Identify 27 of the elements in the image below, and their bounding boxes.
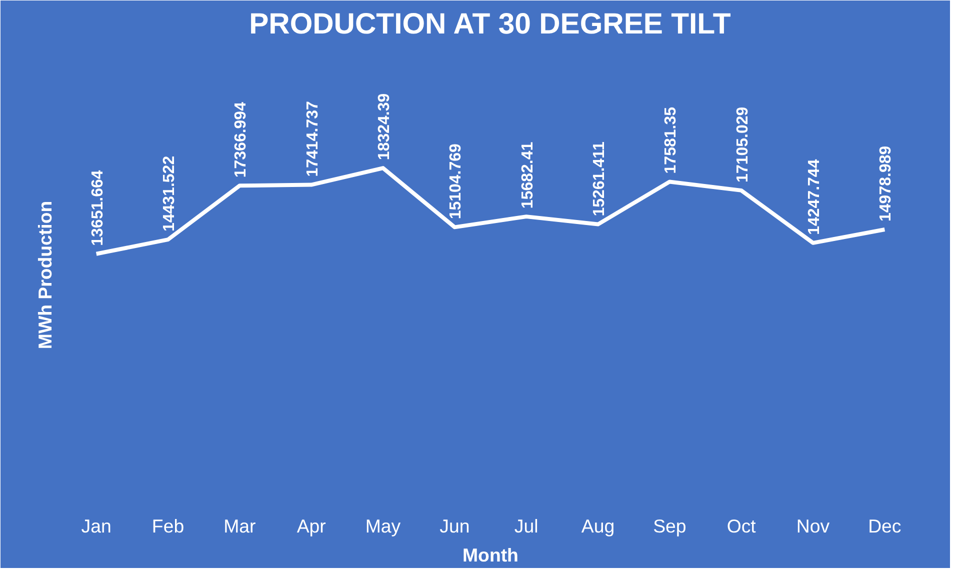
- x-tick-label: Dec: [868, 516, 902, 536]
- data-label: 17105.029: [734, 106, 752, 182]
- data-label: 18324.39: [376, 93, 393, 160]
- x-tick-label: May: [365, 516, 402, 536]
- x-tick-label: Jun: [440, 516, 470, 536]
- data-label: 17581.35: [662, 106, 680, 174]
- data-label: 14247.744: [806, 159, 823, 235]
- x-tick-label: Nov: [796, 516, 830, 536]
- x-tick-label: Apr: [296, 516, 326, 536]
- y-axis-title: MWh Production: [34, 200, 56, 350]
- x-tick-label: Oct: [726, 516, 757, 536]
- data-label: 14978.989: [878, 146, 895, 222]
- x-tick-label: Jul: [514, 516, 538, 536]
- data-label: 14431.522: [161, 156, 178, 232]
- x-tick-label: Feb: [152, 516, 184, 536]
- data-label: 15261.411: [591, 141, 608, 216]
- data-label: 17366.994: [232, 102, 250, 178]
- x-tick-label: Jan: [81, 516, 112, 536]
- x-tick-label: Sep: [653, 516, 686, 536]
- data-label: 13651.664: [89, 170, 106, 246]
- x-tick-label: Mar: [224, 516, 256, 536]
- data-label: 15104.769: [448, 143, 465, 220]
- chart-title: PRODUCTION AT 30 DEGREE TILT: [249, 8, 731, 40]
- x-tick-label: Aug: [581, 516, 615, 536]
- data-label: 15682.41: [519, 142, 536, 209]
- data-label: 17414.737: [304, 101, 322, 177]
- x-axis-title: Month: [462, 544, 518, 566]
